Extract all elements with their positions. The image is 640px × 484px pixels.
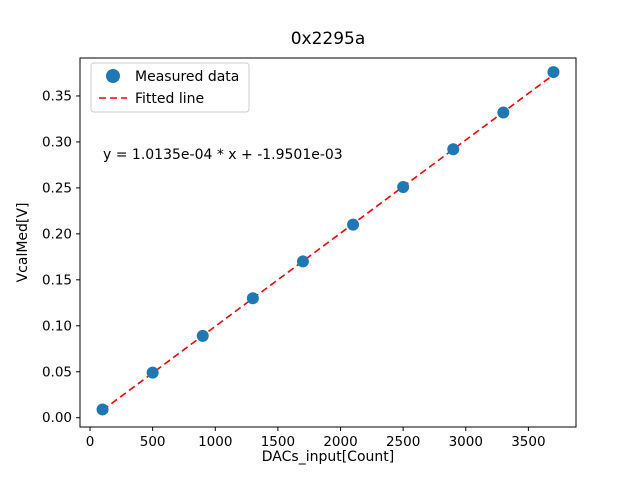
data-point <box>96 403 109 416</box>
data-point <box>296 255 309 268</box>
y-tick-label: 0.00 <box>42 410 72 426</box>
axes-frame <box>79 57 577 428</box>
y-tick-label: 0.20 <box>42 226 72 242</box>
legend-marker-circle <box>106 69 120 83</box>
data-point <box>547 66 560 79</box>
data-point <box>497 106 510 119</box>
legend-box <box>90 62 250 113</box>
x-tick-label: 500 <box>140 434 166 450</box>
y-tick-label: 0.15 <box>42 272 72 288</box>
x-tick-label: 2000 <box>323 434 357 450</box>
data-point <box>146 366 159 379</box>
x-tick-label: 1500 <box>261 434 295 450</box>
y-tick-label: 0.35 <box>42 88 72 104</box>
x-tick-label: 3000 <box>449 434 483 450</box>
data-point <box>196 329 209 342</box>
x-tick-label: 0 <box>86 434 95 450</box>
x-tick-label: 2500 <box>386 434 420 450</box>
plot-title: 0x2295a <box>291 29 366 49</box>
legend-entry-label: Fitted line <box>135 91 204 107</box>
y-tick-label: 0.05 <box>42 364 72 380</box>
y-tick-label: 0.30 <box>42 134 72 150</box>
data-point <box>397 180 410 193</box>
data-point <box>246 292 259 305</box>
data-point <box>447 143 460 156</box>
x-tick-label: 3500 <box>511 434 545 450</box>
x-tick-label: 1000 <box>198 434 232 450</box>
fitted-line <box>102 74 554 411</box>
x-axis-label: DACs_input[Count] <box>262 449 394 465</box>
y-tick-label: 0.25 <box>42 180 72 196</box>
y-tick-label: 0.10 <box>42 318 72 334</box>
data-point <box>347 218 360 231</box>
legend-entry-label: Measured data <box>135 69 239 85</box>
y-axis-label: VcalMed[V] <box>15 203 31 283</box>
annotation-text: y = 1.0135e-04 * x + -1.9501e-03 <box>103 147 343 163</box>
